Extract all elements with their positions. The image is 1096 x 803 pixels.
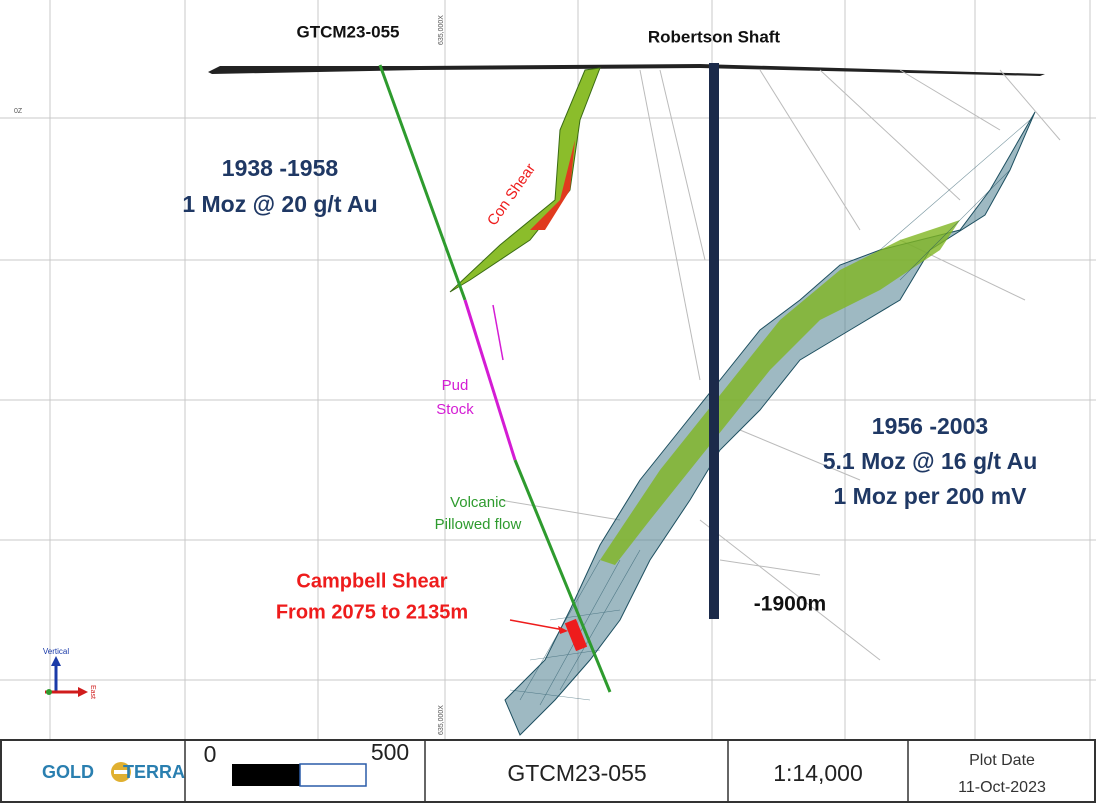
campbell-label: From 2075 to 2135m (276, 601, 468, 623)
title-block: GOLD TERRA 0 500 GTCM23-055 1:14,000 Plo… (1, 739, 1095, 803)
pud-stock-label: Pud (442, 377, 469, 394)
shaft-label: Robertson Shaft (648, 27, 781, 46)
pud-stock-label: Stock (436, 401, 474, 418)
period-years: 1938 -1958 (222, 155, 339, 181)
period-production: 1 Moz @ 20 g/t Au (182, 191, 377, 217)
axis-label: East (89, 685, 96, 699)
shaft-depth: -1900m (754, 593, 826, 616)
map-area (0, 0, 1096, 740)
axis-label: Vertical (43, 647, 69, 656)
grid-label: 0Z (14, 108, 23, 115)
volcanic-label: Volcanic (450, 494, 506, 511)
scale-bar (232, 764, 300, 786)
section-name: GTCM23-055 (507, 760, 646, 786)
scale-start: 0 (204, 741, 217, 767)
drillhole-label: GTCM23-055 (297, 22, 400, 41)
logo-text: GOLD (42, 762, 94, 782)
scale-end: 500 (371, 739, 409, 765)
campbell-label: Campbell Shear (296, 570, 447, 592)
plot-date: 11-Oct-2023 (958, 779, 1046, 796)
section-view: GTCM23-055 Robertson Shaft 1938 -1958 1 … (0, 0, 1096, 803)
volcanic-label: Pillowed flow (435, 516, 522, 533)
period-rate: 1 Moz per 200 mV (833, 483, 1027, 509)
scale: 1:14,000 (773, 760, 863, 786)
grid-label: 635,000X (438, 15, 445, 45)
plot-date-label: Plot Date (969, 752, 1035, 769)
period-production: 5.1 Moz @ 16 g/t Au (823, 448, 1038, 474)
period-years: 1956 -2003 (872, 413, 988, 439)
logo-text: TERRA (123, 762, 185, 782)
scale-bar (300, 764, 366, 786)
robertson-shaft (709, 63, 719, 619)
grid-label: 635,000X (438, 705, 445, 735)
